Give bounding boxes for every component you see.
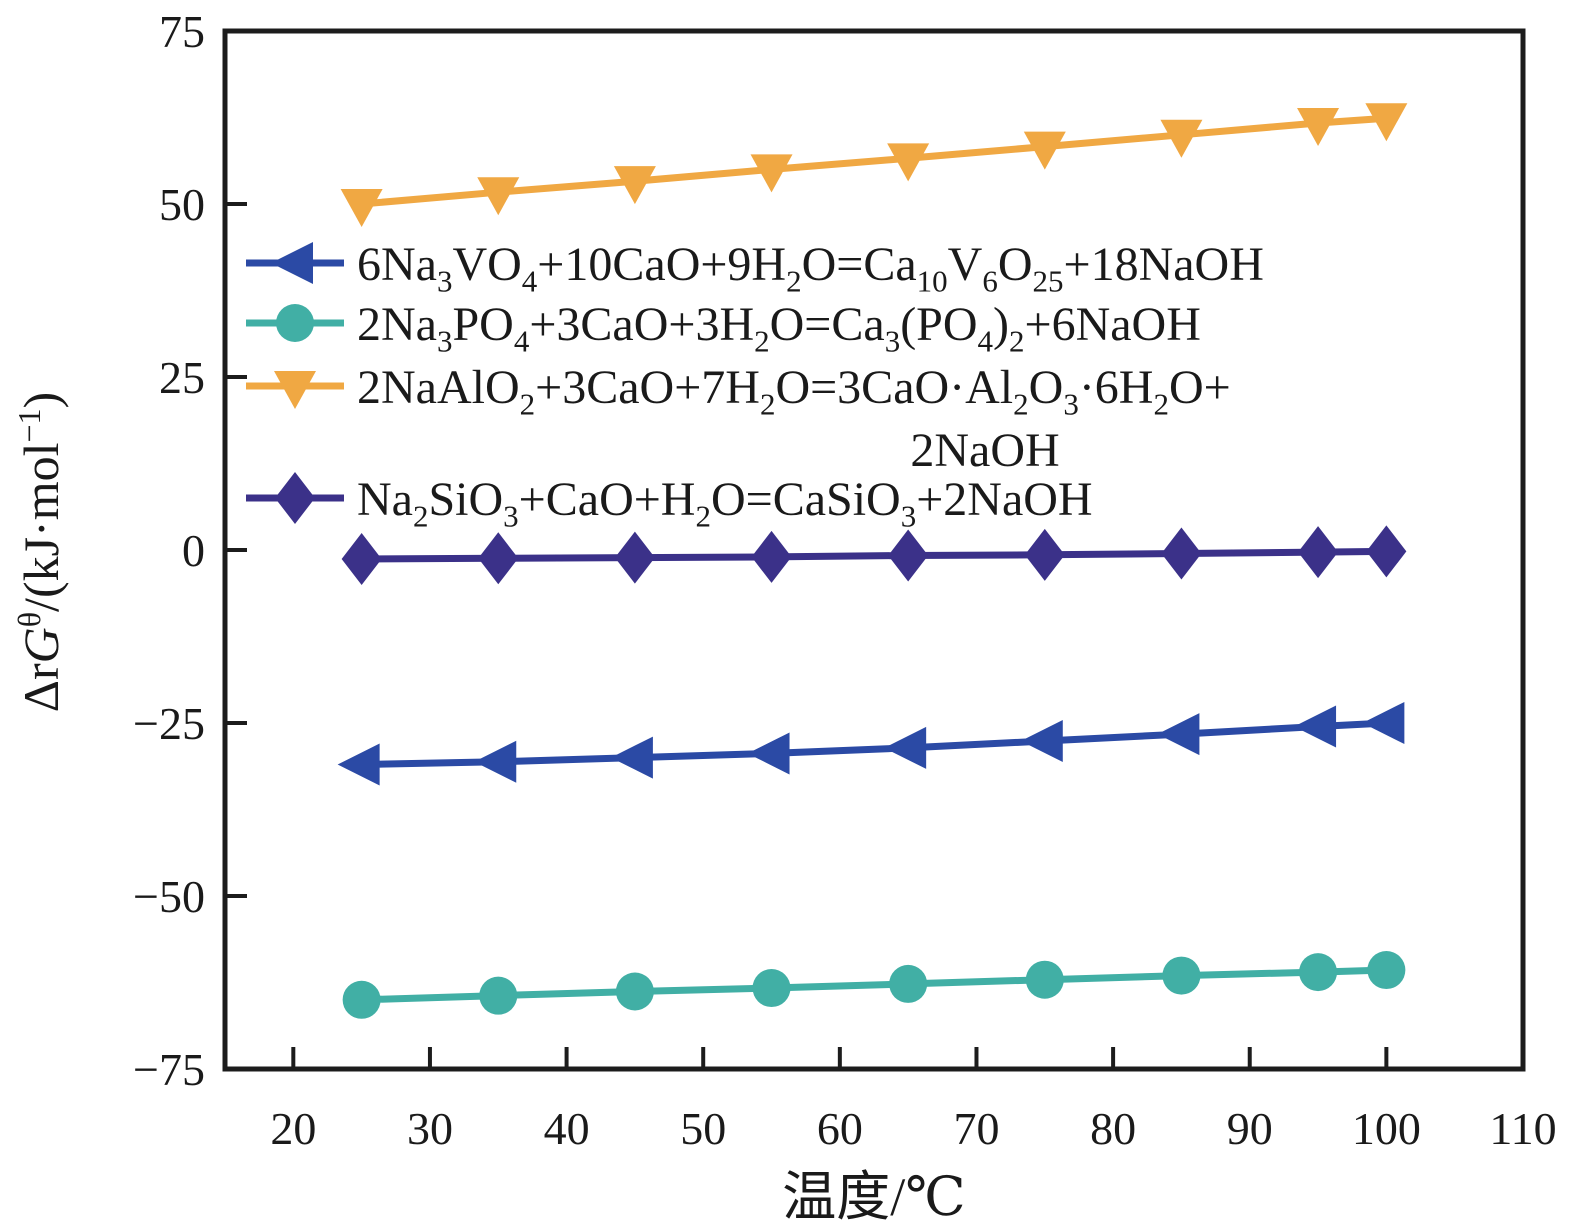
legend-label-vanadate: 6Na3VO4+10CaO+9H2O=Ca10V6O25+18NaOH [357, 238, 1264, 299]
y-tick-label: −25 [133, 698, 205, 749]
legend-label-silicate: Na2SiO3+CaO+H2O=CaSiO3+2NaOH [357, 473, 1093, 534]
plot-spines [222, 28, 1526, 1072]
y-tick-label: 0 [182, 525, 205, 576]
series-aluminate [340, 103, 1408, 227]
y-tick-label: 50 [159, 179, 205, 230]
data-point-aluminate [1297, 108, 1340, 147]
data-point-phosphate [479, 976, 518, 1015]
data-point-vanadate [1294, 705, 1337, 748]
x-tick-label: 110 [1489, 1103, 1556, 1154]
legend-marker-phosphate [276, 304, 314, 342]
data-point-phosphate [342, 980, 381, 1019]
y-tick-label: 25 [159, 352, 205, 403]
y-axis-title: ΔrGθ/(kJ·mol−1) [11, 392, 69, 712]
data-point-silicate [614, 531, 655, 584]
data-point-phosphate [889, 964, 928, 1003]
y-axis-ticks: 75 50 25 0 −25 −50 −75 [133, 6, 247, 1095]
x-tick-label: 80 [1090, 1103, 1136, 1154]
legend-label-aluminate: 2NaAlO2+3CaO+7H2O=3CaO·Al2O3·6H2O+ [357, 361, 1231, 422]
data-point-silicate [888, 529, 929, 582]
data-point-vanadate [747, 732, 790, 775]
data-point-silicate [1161, 527, 1202, 580]
y-tick-label: −75 [133, 1044, 205, 1095]
data-point-vanadate [1362, 702, 1405, 744]
data-point-aluminate [750, 154, 793, 193]
legend: 6Na3VO4+10CaO+9H2O=Ca10V6O25+18NaOH2Na3P… [246, 238, 1264, 534]
data-point-aluminate [1160, 119, 1203, 158]
x-axis-title: 温度/℃ [782, 1167, 965, 1227]
data-point-phosphate [615, 972, 654, 1011]
x-tick-label: 40 [544, 1103, 590, 1154]
x-axis-ticks: 20 30 40 50 60 70 80 90 100 110 [270, 1047, 1557, 1154]
data-point-vanadate [610, 736, 653, 779]
data-point-vanadate [337, 743, 380, 786]
data-point-vanadate [1020, 719, 1063, 762]
data-point-phosphate [1367, 951, 1406, 990]
data-point-aluminate [340, 189, 383, 227]
data-point-aluminate [477, 177, 520, 216]
data-point-silicate [478, 532, 519, 585]
legend-marker-vanadate [271, 242, 313, 284]
data-point-vanadate [884, 726, 927, 769]
y-tick-label: 75 [159, 6, 205, 57]
x-tick-label: 50 [680, 1103, 726, 1154]
y-tick-label: −50 [133, 871, 205, 922]
legend-marker-aluminate [274, 371, 316, 409]
data-point-silicate [1024, 528, 1065, 581]
legend-marker-silicate [275, 472, 315, 524]
data-point-silicate [341, 532, 382, 585]
legend-entry-aluminate: 2NaAlO2+3CaO+7H2O=3CaO·Al2O3·6H2O+2NaOH [246, 361, 1231, 477]
x-tick-label: 20 [270, 1103, 316, 1154]
legend-entry-phosphate: 2Na3PO4+3CaO+3H2O=Ca3(PO4)2+6NaOH [246, 298, 1201, 359]
x-tick-label: 70 [953, 1103, 999, 1154]
data-point-silicate [751, 530, 792, 583]
data-point-aluminate [1365, 103, 1408, 142]
x-tick-label: 60 [817, 1103, 863, 1154]
data-point-phosphate [1162, 956, 1201, 995]
data-point-aluminate [887, 143, 930, 182]
legend-entry-vanadate: 6Na3VO4+10CaO+9H2O=Ca10V6O25+18NaOH [246, 238, 1264, 299]
legend-label-wrap-aluminate: 2NaOH [910, 424, 1059, 477]
legend-entry-silicate: Na2SiO3+CaO+H2O=CaSiO3+2NaOH [246, 472, 1093, 534]
x-tick-label: 90 [1227, 1103, 1273, 1154]
data-point-phosphate [1025, 960, 1064, 999]
data-point-vanadate [1157, 713, 1200, 756]
x-tick-label: 100 [1352, 1103, 1421, 1154]
series-silicate [341, 525, 1407, 585]
data-point-silicate [1366, 525, 1407, 578]
legend-label-phosphate: 2Na3PO4+3CaO+3H2O=Ca3(PO4)2+6NaOH [357, 298, 1201, 359]
data-point-aluminate [1023, 131, 1066, 170]
series-vanadate [337, 702, 1405, 786]
data-point-silicate [1298, 526, 1339, 579]
data-point-aluminate [613, 166, 656, 205]
data-point-vanadate [474, 740, 517, 783]
data-point-phosphate [752, 969, 791, 1008]
x-tick-label: 30 [407, 1103, 453, 1154]
data-point-phosphate [1299, 953, 1338, 992]
series-phosphate [342, 951, 1406, 1019]
